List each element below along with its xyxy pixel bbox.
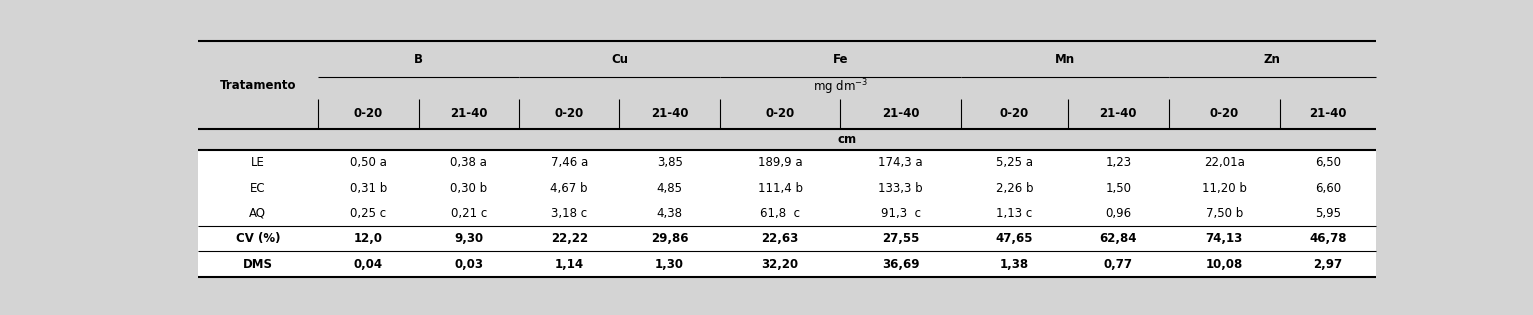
Text: 22,63: 22,63 <box>762 232 799 245</box>
Text: 1,38: 1,38 <box>1000 258 1029 271</box>
Text: 1,14: 1,14 <box>555 258 584 271</box>
Text: 0-20: 0-20 <box>354 107 383 121</box>
Text: 7,46 a: 7,46 a <box>550 157 587 169</box>
Text: DMS: DMS <box>242 258 273 271</box>
Text: 0,25 c: 0,25 c <box>350 207 386 220</box>
Text: 0,50 a: 0,50 a <box>350 157 386 169</box>
Text: EC: EC <box>250 182 265 195</box>
Text: 0-20: 0-20 <box>1000 107 1029 121</box>
Text: 21-40: 21-40 <box>881 107 920 121</box>
Text: 0-20: 0-20 <box>555 107 584 121</box>
Text: 21-40: 21-40 <box>1099 107 1137 121</box>
Text: LE: LE <box>251 157 265 169</box>
Text: 133,3 b: 133,3 b <box>878 182 923 195</box>
Text: 0,21 c: 0,21 c <box>451 207 487 220</box>
Text: 6,60: 6,60 <box>1315 182 1341 195</box>
Text: 46,78: 46,78 <box>1309 232 1346 245</box>
Text: Fe: Fe <box>832 53 848 66</box>
Text: mg dm$^{-3}$: mg dm$^{-3}$ <box>812 78 868 97</box>
Text: 29,86: 29,86 <box>652 232 688 245</box>
Text: 189,9 a: 189,9 a <box>757 157 802 169</box>
Text: 91,3  c: 91,3 c <box>880 207 921 220</box>
Text: 10,08: 10,08 <box>1205 258 1243 271</box>
Text: 62,84: 62,84 <box>1099 232 1137 245</box>
Text: Zn: Zn <box>1263 53 1280 66</box>
Text: AQ: AQ <box>250 207 267 220</box>
Text: 2,26 b: 2,26 b <box>996 182 1033 195</box>
Text: 21-40: 21-40 <box>652 107 688 121</box>
Text: 32,20: 32,20 <box>762 258 799 271</box>
Text: 111,4 b: 111,4 b <box>757 182 803 195</box>
Text: 22,22: 22,22 <box>550 232 587 245</box>
Text: 0,96: 0,96 <box>1105 207 1131 220</box>
Text: 9,30: 9,30 <box>454 232 483 245</box>
Text: 27,55: 27,55 <box>881 232 920 245</box>
Bar <box>198 42 1377 150</box>
Text: B: B <box>414 53 423 66</box>
Text: 3,18 c: 3,18 c <box>552 207 587 220</box>
Text: 0,03: 0,03 <box>454 258 483 271</box>
Text: 1,23: 1,23 <box>1105 157 1131 169</box>
Text: 21-40: 21-40 <box>1309 107 1346 121</box>
Text: 36,69: 36,69 <box>881 258 920 271</box>
Text: 11,20 b: 11,20 b <box>1202 182 1246 195</box>
Text: 6,50: 6,50 <box>1315 157 1341 169</box>
Text: Mn: Mn <box>1055 53 1075 66</box>
Text: CV (%): CV (%) <box>236 232 281 245</box>
Text: 0,04: 0,04 <box>354 258 383 271</box>
Text: 12,0: 12,0 <box>354 232 383 245</box>
Text: cm: cm <box>837 133 857 146</box>
Text: 4,38: 4,38 <box>656 207 682 220</box>
Text: 2,97: 2,97 <box>1314 258 1343 271</box>
Text: 47,65: 47,65 <box>996 232 1033 245</box>
Text: 22,01a: 22,01a <box>1203 157 1245 169</box>
Text: 4,85: 4,85 <box>656 182 682 195</box>
Text: 3,85: 3,85 <box>656 157 682 169</box>
Text: 1,30: 1,30 <box>655 258 684 271</box>
Text: 0,77: 0,77 <box>1104 258 1133 271</box>
Text: 61,8  c: 61,8 c <box>760 207 800 220</box>
Text: 74,13: 74,13 <box>1205 232 1243 245</box>
Text: Cu: Cu <box>612 53 629 66</box>
Text: 1,13 c: 1,13 c <box>996 207 1033 220</box>
Text: 0-20: 0-20 <box>765 107 794 121</box>
Bar <box>198 150 1377 277</box>
Text: 4,67 b: 4,67 b <box>550 182 589 195</box>
Text: 174,3 a: 174,3 a <box>878 157 923 169</box>
Text: 0-20: 0-20 <box>1210 107 1239 121</box>
Text: 7,50 b: 7,50 b <box>1205 207 1243 220</box>
Text: 21-40: 21-40 <box>451 107 487 121</box>
Text: 0,30 b: 0,30 b <box>451 182 487 195</box>
Text: Tratamento: Tratamento <box>219 79 296 92</box>
Text: 5,25 a: 5,25 a <box>996 157 1033 169</box>
Text: 0,38 a: 0,38 a <box>451 157 487 169</box>
Text: 1,50: 1,50 <box>1105 182 1131 195</box>
Text: 0,31 b: 0,31 b <box>350 182 386 195</box>
Text: 5,95: 5,95 <box>1315 207 1341 220</box>
